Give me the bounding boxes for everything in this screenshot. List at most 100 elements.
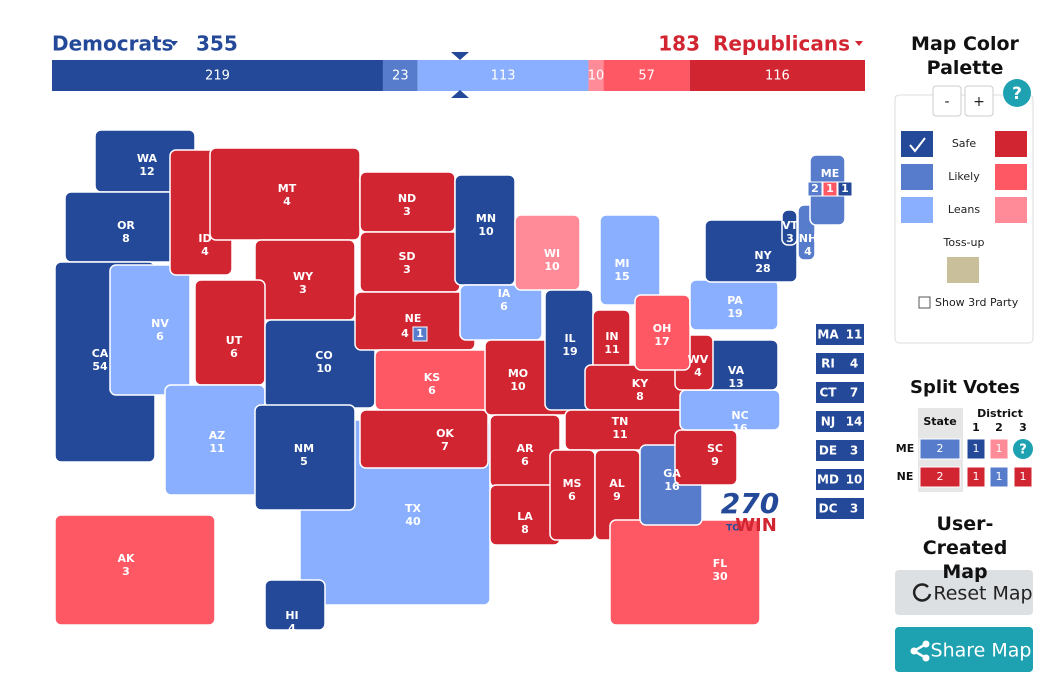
state-abbr: TX: [405, 502, 422, 515]
split-value: 1: [996, 470, 1003, 483]
split-cell[interactable]: [989, 438, 1009, 460]
small-state[interactable]: [816, 440, 864, 461]
state-ev: 11: [209, 442, 224, 455]
swatch-label: Likely: [948, 170, 980, 183]
state-abbr: AR: [517, 442, 535, 455]
state-ev: 12: [139, 165, 154, 178]
state[interactable]: [254, 404, 356, 511]
state-abbr: IN: [605, 330, 618, 343]
state-ev: 30: [712, 570, 728, 583]
state-ev: 3: [299, 283, 307, 296]
state-abbr: OH: [653, 322, 672, 335]
rep-label[interactable]: Republicans: [713, 32, 850, 56]
bar-value: 113: [491, 69, 516, 84]
swatch[interactable]: [947, 257, 979, 283]
bar-value: 57: [638, 69, 655, 84]
help-button[interactable]: [1003, 79, 1031, 107]
state[interactable]: [109, 264, 191, 396]
state-abbr: NJ: [821, 415, 836, 429]
state-ev: 15: [614, 270, 629, 283]
state[interactable]: [679, 389, 781, 431]
zoom-button-label: -: [944, 94, 949, 110]
state-abbr: TN: [612, 415, 629, 428]
district-ev: 1: [826, 182, 834, 195]
state-ev: 11: [846, 328, 863, 342]
state-abbr: OR: [117, 219, 135, 232]
split-cell[interactable]: [966, 438, 986, 460]
state-ev: 2: [811, 182, 819, 195]
state-ev: 6: [500, 300, 508, 313]
state[interactable]: [54, 514, 216, 626]
state[interactable]: [514, 214, 581, 291]
split-cell[interactable]: [1013, 466, 1033, 488]
state-abbr: LA: [517, 510, 533, 523]
help-button[interactable]: [1013, 439, 1033, 459]
state[interactable]: [674, 429, 738, 486]
split-cell[interactable]: [966, 466, 986, 488]
small-state[interactable]: [816, 498, 864, 519]
state-abbr: OK: [436, 427, 454, 440]
swatch[interactable]: [995, 197, 1027, 223]
split-cell[interactable]: [919, 438, 961, 460]
reset-button[interactable]: [895, 570, 1033, 615]
state[interactable]: [781, 209, 798, 246]
small-state[interactable]: [816, 382, 864, 403]
table-header: 3: [1019, 421, 1027, 434]
state[interactable]: [634, 294, 691, 371]
state-ev: 8: [636, 390, 644, 403]
state-ev: 19: [562, 345, 577, 358]
state-abbr: ND: [398, 192, 416, 205]
button-label: Share Map: [931, 640, 1032, 662]
split-cell[interactable]: [989, 466, 1009, 488]
state-ev: 4: [694, 366, 702, 379]
state-ev: 9: [711, 455, 719, 468]
swatch[interactable]: [901, 164, 933, 190]
state[interactable]: [194, 279, 266, 386]
state[interactable]: [704, 219, 798, 283]
state-abbr: MS: [563, 477, 582, 490]
share-icon: [910, 647, 918, 655]
district-box[interactable]: [837, 181, 853, 197]
split-cell[interactable]: [919, 466, 961, 488]
state[interactable]: [264, 579, 326, 631]
state-abbr: IL: [564, 332, 575, 345]
zoom-button[interactable]: [932, 85, 962, 117]
district-box[interactable]: [822, 181, 838, 197]
district-box[interactable]: [412, 326, 428, 342]
small-state[interactable]: [816, 469, 864, 490]
state[interactable]: [599, 214, 661, 306]
checkbox[interactable]: [918, 296, 931, 309]
checkmark: [909, 137, 926, 153]
district-ev: 1: [416, 327, 424, 340]
state-abbr: NH: [799, 232, 817, 245]
user-map-title: User-Created Map: [922, 513, 1008, 583]
small-state[interactable]: [816, 411, 864, 432]
swatch[interactable]: [995, 131, 1027, 157]
logo: TO: [726, 524, 740, 534]
split-value: 1: [973, 442, 980, 455]
palette-title: Map Color Palette: [911, 33, 1019, 79]
help-label: ?: [1012, 84, 1022, 104]
small-state[interactable]: [816, 324, 864, 345]
state-ev: 6: [521, 455, 529, 468]
state-ev: 3: [122, 565, 130, 578]
swatch[interactable]: [901, 197, 933, 223]
state-abbr: ID: [198, 232, 211, 245]
state-ev: 3: [786, 232, 794, 245]
state-ev: 16: [664, 480, 680, 493]
state-abbr: VT: [782, 219, 799, 232]
state-ev: 10: [846, 473, 863, 487]
state-abbr: NM: [294, 442, 314, 455]
swatch[interactable]: [995, 164, 1027, 190]
state-ev: 10: [510, 380, 526, 393]
table-header: State: [923, 415, 956, 428]
share-button[interactable]: [895, 627, 1033, 672]
state-ev: 10: [478, 225, 494, 238]
small-state[interactable]: [816, 353, 864, 374]
state[interactable]: [359, 409, 489, 469]
zoom-button[interactable]: [964, 85, 994, 117]
swatch[interactable]: [901, 131, 933, 157]
state-ev: 19: [727, 307, 742, 320]
dem-label[interactable]: Democrats: [52, 32, 173, 56]
